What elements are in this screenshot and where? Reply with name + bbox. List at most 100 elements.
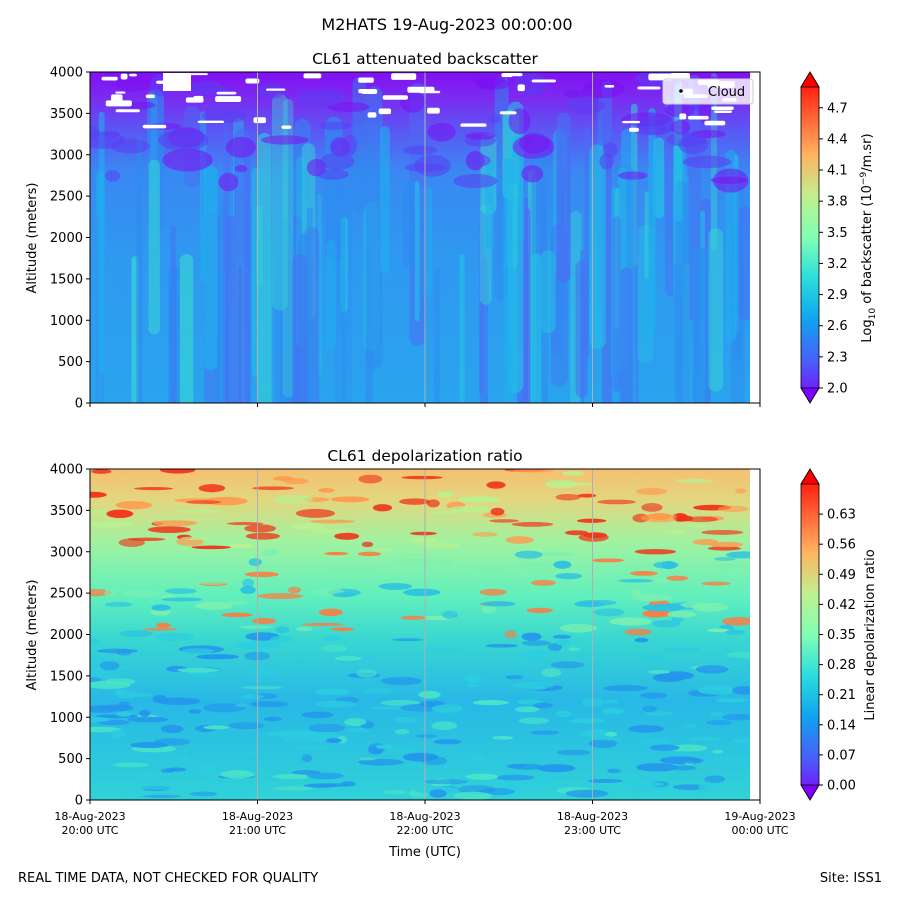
cloud-mask-patch [115,109,140,113]
depolarization-streak [555,710,572,718]
depolarization-streak [116,711,132,717]
backscatter-ytick-label: 1500 [50,272,83,287]
depolarization-streak [732,738,750,744]
depolarization-streak [652,620,681,628]
depolarization-streak [331,627,355,632]
depolarization-streak [309,519,356,524]
depolarization-streak [90,637,101,646]
backscatter-plume [282,98,294,398]
backscatter-colorbar-bar [800,71,820,404]
depolarization-streak [473,753,484,763]
depolarization-streak [521,640,552,646]
depolarization-streak [220,770,255,779]
depolarization-streak [635,782,664,787]
depolarization-streak [482,601,516,607]
depolarization-streak [588,739,618,749]
backscatter-colorbar-tick-label: 2.3 [827,350,848,365]
depolarization-streak [394,558,440,564]
depolarization-xtick-date: 18-Aug-2023 [222,810,293,823]
backscatter-plume [653,137,665,219]
depolarization-ytick-label: 500 [58,752,83,767]
depolarization-streak [636,763,678,772]
backscatter-low-patch [453,173,498,189]
depolarization-streak [241,686,283,690]
backscatter-plume [644,191,649,279]
depolarization-streak [489,519,520,523]
backscatter-colorbar-extend-max [800,71,820,88]
depolarization-streak [415,734,438,738]
depolarization-streak [154,632,195,642]
depolarization-streak [672,765,696,771]
depolarization-streak [712,756,750,764]
depolarization-streak [358,474,383,484]
depolarization-streak [514,706,540,713]
backscatter-low-patch [566,96,605,115]
cloud-mask-patch [303,73,322,79]
depolarization-streak [634,548,676,555]
depolarization-streak [289,523,325,530]
cloud-mask-patch [101,76,118,81]
depolarization-streak [308,723,346,733]
backscatter-plume [485,160,494,249]
depolarization-streak [466,683,481,688]
depolarization-streak [134,487,174,491]
depolarization-streak [638,738,671,745]
depolarization-streak [362,688,393,695]
depolarization-streak [273,494,313,504]
backscatter-ytick-label: 1000 [50,314,83,329]
backscatter-low-patch [403,145,438,155]
depolarization-streak [490,507,505,516]
depolarization-streak [228,722,265,730]
depolarization-streak [672,784,707,791]
cloud-mask-patch [517,84,525,92]
depolarization-streak [516,699,544,705]
depolarization-streak [110,729,126,739]
cloud-mask-patch [367,112,377,118]
backscatter-low-patch [234,165,248,173]
depolarization-streak [318,488,335,493]
depolarization-streak [325,738,342,744]
depolarization-streak [386,747,418,753]
legend-label: Cloud [708,85,745,100]
cloud-mask-patch [505,73,523,77]
depolarization-streak [90,509,112,516]
depolarization-streak [295,508,336,518]
depolarization-streak [605,731,618,737]
depolarization-streak [708,659,720,666]
figure-suptitle: M2HATS 19-Aug-2023 00:00:00 [321,15,572,34]
backscatter-low-patch [90,125,100,140]
depolarization-streak [142,794,182,799]
cloud-mask-patch [670,73,691,80]
depolarization-colorbar-extend-max [800,468,820,485]
cloud-mask-patch [628,127,639,132]
depolarization-streak [283,736,328,743]
depolarization-streak [536,764,576,773]
depolarization-streak [603,685,648,692]
backscatter-colorbar-tick-label: 4.4 [827,132,848,147]
depolarization-streak [552,634,572,639]
backscatter-plume [226,215,236,403]
depolarization-streak [513,469,555,473]
cloud-mask-patch [253,117,266,124]
depolarization-streak [199,658,218,663]
depolarization-streak [226,522,264,526]
depolarization-streak [709,541,744,548]
backscatter-panel: CL61 attenuated backscatter 0 500 1000 1500… [25,50,878,412]
cloud-mask-patch [419,90,441,94]
depolarization-streak [176,509,223,514]
backscatter-plume [419,186,432,296]
depolarization-streak [704,775,725,783]
depolarization-streak [648,670,670,674]
depolarization-streak [472,699,510,706]
depolarization-streak [147,526,191,533]
depolarization-streak [521,632,542,641]
depolarization-streak [270,635,293,643]
depolarization-streak [358,758,404,766]
depolarization-streak [196,654,240,660]
depolarization-streak [422,647,464,651]
depolarization-streak [399,498,431,505]
depolarization-streak [564,530,589,536]
depolarization-xtick-date: 18-Aug-2023 [54,810,125,823]
depolarization-streak [562,471,584,476]
backscatter-low-patch [316,169,349,180]
